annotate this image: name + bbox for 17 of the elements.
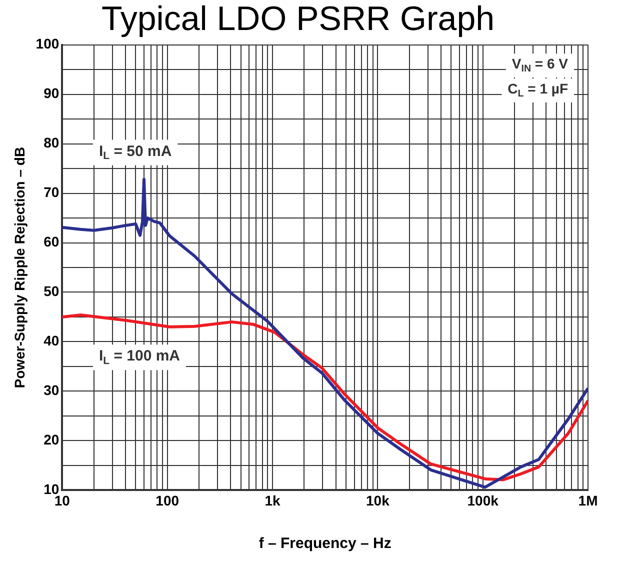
x-tick-label: 1k <box>264 492 280 508</box>
x-tick-label: 1M <box>578 492 598 508</box>
x-tick-label: 100k <box>467 492 499 508</box>
x-tick-label: 10k <box>366 492 390 508</box>
y-tick-label: 30 <box>44 382 60 398</box>
y-tick-label: 50 <box>44 283 60 300</box>
y-tick-label: 70 <box>44 184 60 200</box>
x-axis-title: f – Frequency – Hz <box>258 535 392 552</box>
y-axis-title: Power-Supply Ripple Rejection – dB <box>11 146 28 388</box>
y-tick-label: 40 <box>44 332 60 349</box>
y-tick-label: 60 <box>44 234 60 250</box>
chart-title: Typical LDO PSRR Graph <box>101 0 495 38</box>
y-tick-label: 90 <box>44 85 60 102</box>
x-tick-label: 100 <box>156 492 180 508</box>
y-tick-label: 20 <box>44 432 60 448</box>
y-tick-label: 80 <box>44 134 60 151</box>
y-tick-label: 100 <box>36 36 60 52</box>
